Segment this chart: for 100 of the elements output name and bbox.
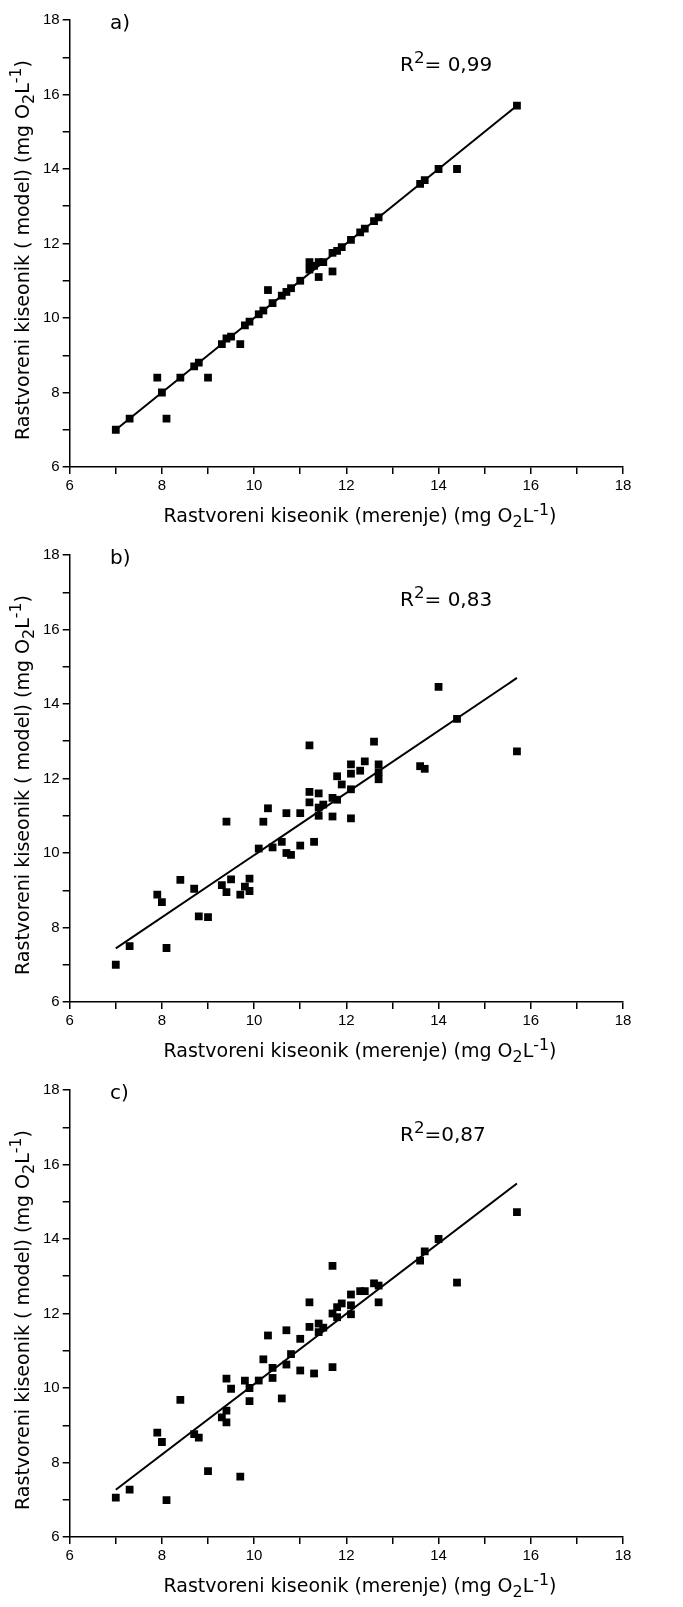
point	[264, 286, 272, 294]
point	[245, 1384, 254, 1392]
point	[259, 306, 268, 315]
point	[513, 101, 521, 110]
y-tick-label: 8	[51, 382, 60, 400]
x-axis-title: Rastvoreni kiseonik (merenje) (mg O$_{2}$L$^{-1}$)	[162, 1570, 558, 1602]
point	[333, 772, 342, 781]
point	[227, 875, 235, 884]
point	[241, 1376, 249, 1385]
point	[319, 1323, 328, 1332]
y-tick-label: 10	[43, 1378, 60, 1396]
annotation: b)	[110, 545, 131, 569]
point	[314, 789, 323, 798]
x-tick-label: 8	[157, 1011, 167, 1029]
point	[287, 850, 295, 859]
y-tick-label: 6	[51, 457, 60, 475]
y-tick-label: 6	[51, 1527, 60, 1545]
point	[125, 1485, 134, 1494]
y-tick-label: 8	[51, 1452, 60, 1470]
point	[328, 1363, 337, 1372]
point	[194, 1433, 203, 1442]
point	[259, 1355, 268, 1364]
point	[176, 1396, 185, 1404]
point	[222, 888, 231, 896]
point	[360, 1287, 369, 1296]
x-tick-label: 12	[338, 1546, 355, 1564]
point	[236, 890, 245, 899]
annotation: R$^{2}$= 0,99	[400, 48, 493, 76]
y-tick-label: 16	[43, 1154, 60, 1172]
point	[347, 785, 355, 794]
point	[314, 273, 323, 281]
x-tick-label: 10	[245, 476, 263, 494]
point	[296, 841, 305, 850]
x-tick-label: 12	[338, 476, 355, 494]
point	[176, 875, 185, 884]
x-tick-label: 14	[430, 476, 447, 494]
point	[204, 1467, 212, 1475]
point	[158, 1438, 166, 1446]
point	[125, 942, 134, 951]
point	[245, 1397, 254, 1405]
annotation: a)	[110, 10, 131, 34]
point	[222, 817, 231, 826]
point	[153, 1428, 162, 1437]
point	[204, 373, 212, 382]
point	[305, 788, 314, 796]
x-tick-label: 16	[522, 476, 540, 494]
point	[296, 276, 305, 285]
point	[236, 1472, 245, 1481]
y-tick-label: 6	[51, 992, 60, 1010]
point	[513, 747, 521, 756]
x-tick-label: 14	[430, 1011, 447, 1029]
point	[305, 741, 314, 750]
y-tick-label: 14	[43, 694, 60, 712]
point	[319, 258, 328, 267]
point	[434, 1235, 443, 1243]
point	[296, 809, 305, 818]
point	[374, 768, 383, 777]
point	[513, 1208, 521, 1217]
point	[347, 760, 355, 769]
point	[356, 766, 365, 775]
point	[259, 817, 268, 826]
x-axis-title: Rastvoreni kiseonik (merenje) (mg O$_{2}$L$^{-1}$)	[162, 1035, 558, 1067]
point	[227, 332, 235, 341]
point	[434, 682, 443, 691]
y-tick-label: 16	[43, 619, 60, 637]
point	[125, 414, 134, 423]
x-tick-label: 14	[430, 1546, 447, 1564]
y-tick-label: 8	[51, 917, 60, 935]
x-tick-label: 6	[65, 476, 74, 494]
annotation: R$^{2}$=0,87	[400, 1118, 486, 1146]
y-tick-label: 12	[43, 1303, 60, 1321]
point	[360, 757, 369, 766]
x-tick-label: 12	[338, 1011, 355, 1029]
point	[328, 1261, 337, 1270]
x-tick-label: 10	[245, 1546, 263, 1564]
point	[222, 1406, 231, 1415]
point	[420, 764, 429, 773]
point	[347, 769, 355, 778]
x-tick-label: 18	[614, 1546, 632, 1564]
point	[337, 780, 346, 789]
y-tick-label: 18	[43, 545, 60, 563]
point	[360, 224, 369, 233]
x-tick-label: 8	[157, 1546, 167, 1564]
point	[453, 1278, 461, 1287]
point	[245, 874, 254, 883]
point	[296, 1366, 305, 1375]
point	[374, 1298, 383, 1307]
annotation: R$^{2}$= 0,83	[400, 583, 493, 611]
point	[153, 890, 162, 899]
point	[264, 1331, 272, 1340]
point	[217, 340, 226, 348]
point	[245, 317, 254, 326]
y-tick-label: 14	[43, 159, 60, 177]
point	[268, 299, 277, 307]
point	[420, 1247, 429, 1256]
point	[204, 913, 212, 921]
point	[111, 960, 120, 969]
point	[314, 811, 323, 820]
point	[227, 1384, 235, 1393]
point	[176, 373, 185, 382]
